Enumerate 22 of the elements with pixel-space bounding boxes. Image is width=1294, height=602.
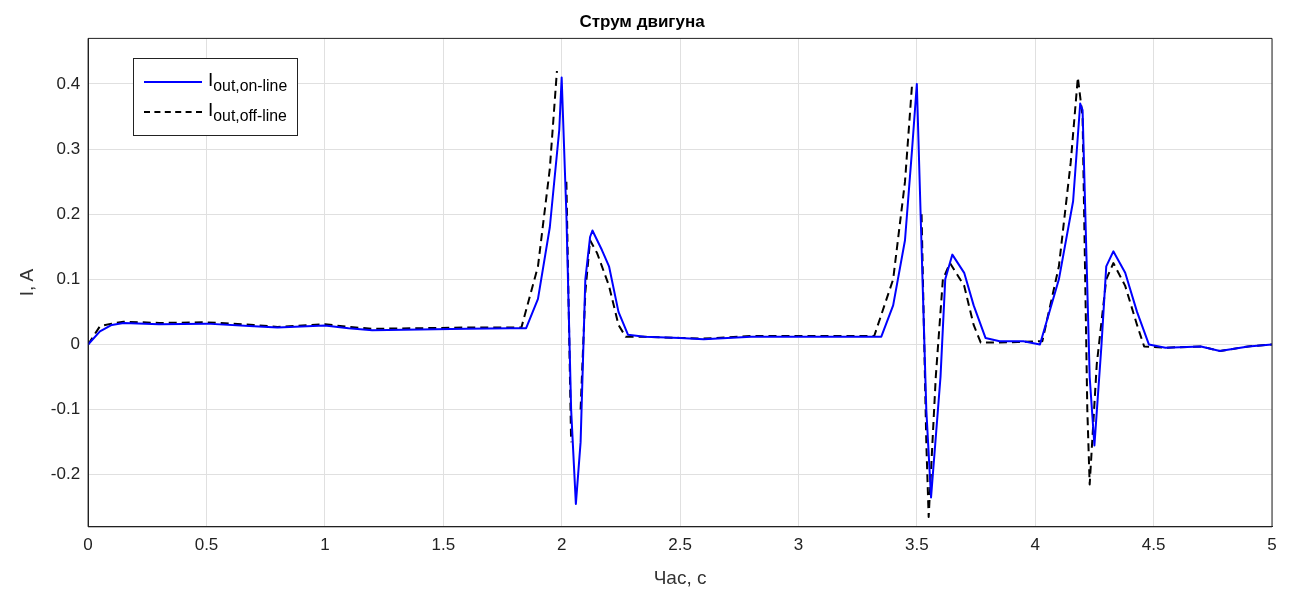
legend-label: I$_{out,off-line}$ bbox=[208, 98, 287, 125]
x-tick-label: 1.5 bbox=[431, 534, 456, 554]
x-tick-label: 4 bbox=[1030, 534, 1040, 554]
y-tick-label: 0 bbox=[70, 334, 81, 354]
x-tick-label: 3 bbox=[793, 534, 804, 554]
y-axis-title: I, A bbox=[15, 268, 37, 297]
x-tick-label: 5 bbox=[1267, 534, 1277, 554]
x-tick-label: 2.5 bbox=[668, 534, 692, 554]
x-axis-title: Час, с bbox=[653, 566, 707, 588]
y-tick-label: 0.3 bbox=[56, 138, 81, 158]
x-tick-label: 3.5 bbox=[905, 534, 929, 554]
y-tick-label: -0.2 bbox=[50, 464, 81, 484]
x-tick-label: 2 bbox=[556, 534, 567, 554]
x-tick-label: 1 bbox=[320, 534, 330, 554]
y-tick-label: 0.1 bbox=[56, 269, 81, 289]
y-tick-label: -0.1 bbox=[50, 399, 81, 419]
legend-label: I$_{out,on-line}$ bbox=[208, 69, 288, 95]
x-tick-label: 4.5 bbox=[1141, 534, 1166, 554]
y-tick-label: 0.2 bbox=[56, 203, 81, 223]
y-tick-label: 0.4 bbox=[56, 73, 81, 93]
chart-title: Струм двигуна bbox=[579, 11, 706, 31]
x-tick-label: 0.5 bbox=[194, 534, 219, 554]
